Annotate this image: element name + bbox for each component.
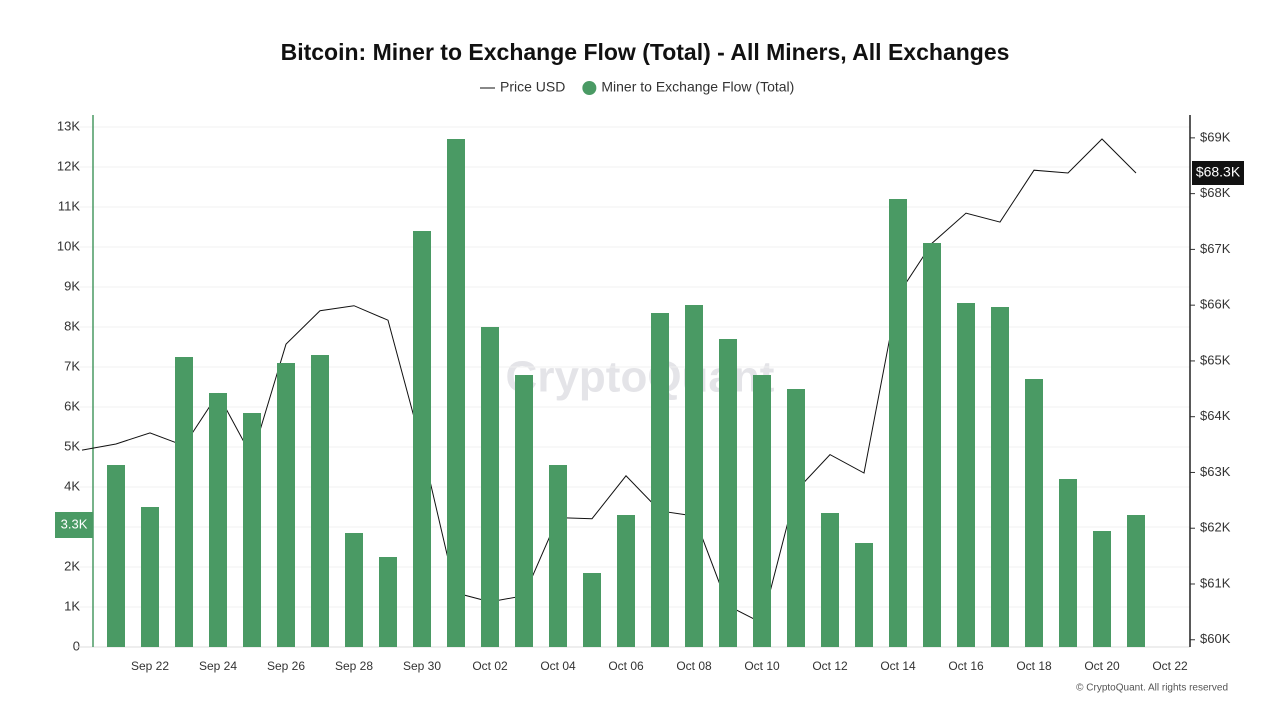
bar xyxy=(787,389,805,647)
x-tick-label: Sep 28 xyxy=(335,659,373,673)
bar xyxy=(515,375,533,647)
y-tick-label: 7K xyxy=(64,358,80,373)
y-tick-label: 8K xyxy=(64,318,80,333)
y2-tick-label: $65K xyxy=(1200,352,1231,367)
last-value-label: 3.3K xyxy=(61,516,88,531)
bar xyxy=(175,357,193,647)
bar xyxy=(243,413,261,647)
y-tick-label: 10K xyxy=(57,238,80,253)
x-tick-label: Sep 22 xyxy=(131,659,169,673)
y-tick-label: 11K xyxy=(58,198,80,213)
x-tick-label: Oct 14 xyxy=(880,659,916,673)
x-tick-label: Oct 10 xyxy=(744,659,780,673)
y2-tick-label: $64K xyxy=(1200,408,1231,423)
bar xyxy=(821,513,839,647)
y-tick-label: 2K xyxy=(64,558,80,573)
x-tick-label: Oct 18 xyxy=(1016,659,1052,673)
y-tick-label: 4K xyxy=(64,478,80,493)
bar xyxy=(991,307,1009,647)
bar xyxy=(481,327,499,647)
bar xyxy=(345,533,363,647)
bar xyxy=(379,557,397,647)
y2-tick-label: $67K xyxy=(1200,241,1231,256)
last-value-badge xyxy=(1192,160,1244,185)
x-tick-label: Oct 12 xyxy=(812,659,848,673)
y-tick-label: 5K xyxy=(64,438,80,453)
bar xyxy=(957,303,975,647)
bar xyxy=(719,339,737,647)
x-tick-label: Oct 04 xyxy=(540,659,576,673)
bar xyxy=(685,305,703,647)
bar xyxy=(413,231,431,647)
footer: © CryptoQuant. All rights reserved xyxy=(1076,683,1228,694)
y-tick-label: 13K xyxy=(57,118,80,133)
y-tick-label: 1K xyxy=(64,598,80,613)
bar xyxy=(1059,479,1077,647)
x-tick-label: Sep 30 xyxy=(403,659,441,673)
y-tick-label: 12K xyxy=(57,158,80,173)
bar xyxy=(1093,531,1111,647)
y2-tick-label: $66K xyxy=(1200,297,1231,312)
bar xyxy=(753,375,771,647)
legend-swatch xyxy=(582,81,597,95)
x-tick-label: Sep 24 xyxy=(199,659,237,673)
y2-tick-label: $63K xyxy=(1200,464,1231,479)
bar xyxy=(617,515,635,647)
bar xyxy=(583,573,601,647)
bar xyxy=(1127,515,1145,647)
x-tick-label: Oct 06 xyxy=(608,659,644,673)
bar xyxy=(549,465,567,647)
legend-label: Miner to Exchange Flow (Total) xyxy=(601,79,794,95)
x-tick-label: Oct 02 xyxy=(472,659,508,673)
bar xyxy=(855,543,873,647)
x-tick-label: Oct 22 xyxy=(1152,659,1188,673)
last-value-label: $68.3K xyxy=(1196,164,1241,180)
bar xyxy=(447,139,465,647)
y2-tick-label: $69K xyxy=(1200,129,1231,144)
y-tick-label: 6K xyxy=(64,398,80,413)
last-value-badge xyxy=(55,512,93,538)
y2-tick-label: $68K xyxy=(1200,185,1231,200)
y-tick-label: 0 xyxy=(73,638,80,653)
y2-tick-label: $60K xyxy=(1200,631,1231,646)
x-tick-label: Oct 08 xyxy=(676,659,712,673)
x-tick-label: Oct 20 xyxy=(1084,659,1120,673)
bar xyxy=(923,243,941,647)
legend-label: Price USD xyxy=(500,79,565,95)
y2-tick-label: $61K xyxy=(1200,575,1231,590)
bar xyxy=(277,363,295,647)
y-tick-label: 9K xyxy=(64,278,80,293)
x-tick-label: Sep 26 xyxy=(267,659,305,673)
bar xyxy=(1025,379,1043,647)
bar xyxy=(311,355,329,647)
bar xyxy=(889,199,907,647)
chart-title: Bitcoin: Miner to Exchange Flow (Total) … xyxy=(281,39,1010,65)
bar xyxy=(651,313,669,647)
y2-tick-label: $62K xyxy=(1200,520,1231,535)
bar xyxy=(107,465,125,647)
bar xyxy=(141,507,159,647)
bar xyxy=(209,393,227,647)
x-tick-label: Oct 16 xyxy=(948,659,984,673)
